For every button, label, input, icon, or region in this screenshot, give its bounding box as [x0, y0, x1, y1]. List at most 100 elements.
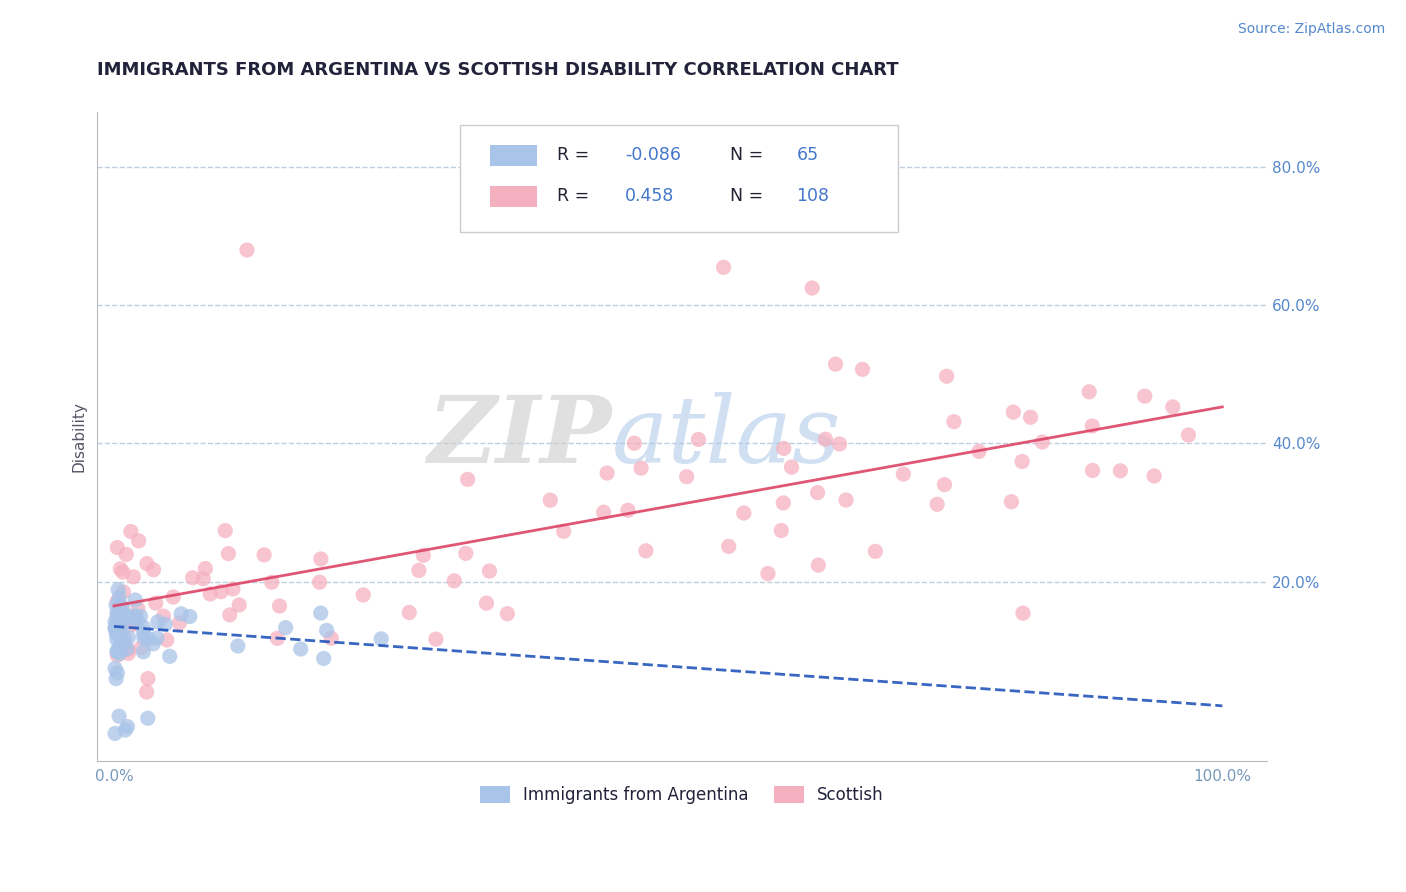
Point [128, 533, 150, 548]
Point [1000, 494, 1022, 508]
Point [630, 461, 652, 475]
Point [553, 524, 575, 539]
Point [117, 642, 139, 657]
Point [181, 571, 204, 585]
Text: atlas: atlas [612, 392, 841, 482]
Point [142, 563, 165, 577]
Point [108, 590, 131, 604]
Point [228, 598, 250, 612]
Point [412, 549, 434, 563]
Point [927, 497, 949, 511]
Point [1081, 419, 1104, 434]
FancyBboxPatch shape [460, 125, 898, 232]
Point [108, 647, 131, 661]
Point [117, 720, 139, 734]
Point [105, 665, 128, 680]
Point [111, 600, 134, 615]
Point [122, 611, 145, 625]
Y-axis label: Disability: Disability [72, 401, 86, 472]
Point [226, 639, 249, 653]
Point [136, 711, 159, 725]
Point [398, 606, 420, 620]
Point [112, 632, 135, 646]
Point [111, 599, 134, 614]
Text: R =: R = [557, 187, 589, 205]
Point [107, 582, 129, 597]
Point [107, 642, 129, 657]
Point [1078, 384, 1101, 399]
Point [222, 582, 245, 596]
Point [308, 575, 330, 590]
Point [136, 632, 159, 646]
Point [1011, 454, 1033, 468]
Point [105, 541, 128, 555]
Point [312, 651, 335, 665]
Point [1177, 428, 1199, 442]
Point [824, 357, 846, 371]
Point [717, 540, 740, 554]
Point [145, 596, 167, 610]
Point [780, 460, 803, 475]
Point [156, 632, 179, 647]
Point [1081, 463, 1104, 477]
Point [142, 637, 165, 651]
Point [117, 647, 139, 661]
Point [104, 622, 127, 636]
Point [770, 524, 793, 538]
Point [162, 590, 184, 604]
Text: 65: 65 [797, 146, 818, 164]
Point [352, 588, 374, 602]
Point [122, 570, 145, 584]
Point [408, 563, 430, 577]
Point [110, 618, 132, 632]
Point [942, 415, 965, 429]
Point [617, 503, 640, 517]
Point [217, 547, 239, 561]
Point [454, 546, 477, 560]
Point [105, 627, 128, 641]
Point [115, 548, 138, 562]
Point [934, 477, 956, 491]
Text: N =: N = [730, 146, 763, 164]
Point [132, 645, 155, 659]
Point [634, 544, 657, 558]
Point [772, 496, 794, 510]
Point [121, 618, 143, 632]
Point [159, 649, 181, 664]
Point [105, 594, 128, 608]
Point [891, 467, 914, 481]
Point [117, 630, 139, 644]
Point [110, 562, 132, 576]
Point [200, 587, 222, 601]
Point [596, 466, 619, 480]
Point [309, 552, 332, 566]
Point [105, 607, 128, 621]
Point [675, 469, 697, 483]
Point [266, 632, 288, 646]
Point [115, 611, 138, 625]
Point [214, 524, 236, 538]
Point [122, 611, 145, 625]
Point [290, 642, 312, 657]
Point [321, 632, 343, 646]
Point [475, 596, 498, 610]
Point [105, 648, 128, 663]
Point [218, 607, 240, 622]
Point [105, 645, 128, 659]
Point [105, 622, 128, 636]
Point [107, 604, 129, 618]
Point [1031, 435, 1053, 450]
Text: 108: 108 [797, 187, 830, 205]
Point [370, 632, 392, 646]
Point [309, 606, 332, 620]
Point [115, 641, 138, 656]
Point [169, 615, 191, 630]
Point [110, 624, 132, 639]
Point [108, 642, 131, 657]
Point [209, 584, 232, 599]
Text: Source: ZipAtlas.com: Source: ZipAtlas.com [1237, 22, 1385, 37]
Point [108, 709, 131, 723]
Point [129, 640, 152, 655]
Text: IMMIGRANTS FROM ARGENTINA VS SCOTTISH DISABILITY CORRELATION CHART: IMMIGRANTS FROM ARGENTINA VS SCOTTISH DI… [97, 62, 898, 79]
Point [274, 621, 297, 635]
